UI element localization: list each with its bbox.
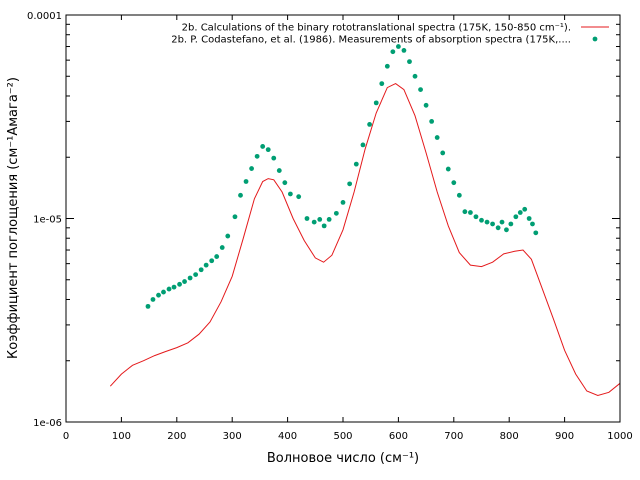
data-point-measured	[203, 262, 209, 268]
data-point-measured	[161, 289, 166, 295]
data-point-measured	[249, 166, 254, 171]
y-tick-label: 0.0001	[27, 11, 62, 22]
legend: 2b. Calculations of the binary rototrans…	[171, 23, 609, 46]
data-point-measured	[260, 144, 266, 149]
x-axis-label: Волновое число (см⁻¹)	[267, 451, 419, 466]
data-point-measured	[209, 258, 215, 264]
data-point-measured	[499, 219, 505, 225]
data-point-measured	[311, 219, 317, 225]
data-point-measured	[304, 216, 310, 221]
data-point-measured	[238, 192, 243, 198]
data-point-measured	[473, 214, 479, 220]
data-point-measured	[287, 191, 293, 197]
data-point-measured	[384, 63, 390, 69]
data-point-measured	[412, 73, 418, 79]
data-point-measured	[166, 286, 172, 292]
data-point-measured	[379, 81, 385, 87]
data-point-measured	[156, 292, 161, 298]
data-point-measured	[533, 230, 539, 236]
data-point-measured	[198, 267, 204, 273]
data-point-measured	[495, 225, 501, 231]
data-point-measured	[530, 221, 535, 227]
data-point-measured	[225, 233, 231, 239]
data-point-measured	[276, 168, 282, 173]
data-point-measured	[219, 245, 225, 250]
x-tick-label: 300	[223, 431, 242, 442]
y-tick-label: 1e-06	[33, 418, 62, 429]
x-tick-label: 400	[278, 431, 297, 442]
x-tick-label: 500	[333, 431, 352, 442]
x-tick-label: 0	[63, 431, 69, 442]
data-point-measured	[347, 181, 353, 187]
data-point-measured	[340, 199, 346, 205]
data-point-measured	[193, 272, 199, 278]
y-axis-label: Коэффициент поглощения (см⁻¹Амага⁻²)	[6, 77, 21, 359]
data-point-measured	[451, 180, 457, 186]
data-point-measured	[429, 119, 435, 124]
data-point-measured	[517, 210, 523, 215]
x-tick-label: 800	[500, 431, 519, 442]
data-point-measured	[407, 59, 412, 65]
legend-label: 2b. P. Codastefano, et al. (1986). Measu…	[171, 35, 571, 46]
data-point-measured	[360, 142, 366, 148]
data-point-measured	[171, 284, 177, 290]
y-tick-label: 1e-05	[33, 215, 62, 226]
legend-point-swatch	[592, 36, 598, 42]
data-point-measured	[423, 102, 429, 108]
data-point-measured	[390, 49, 396, 55]
ticks-layer: 0 100 200 300 400 500 600 700 800 900 1000 1e-06 1e-…	[27, 11, 633, 442]
x-tick-label: 700	[444, 431, 463, 442]
data-point-measured	[490, 221, 495, 227]
data-point-measured	[282, 180, 288, 186]
data-point-measured	[353, 161, 359, 167]
data-point-measured	[187, 275, 193, 281]
x-tick-label: 600	[389, 431, 408, 442]
data-point-measured	[434, 135, 440, 140]
data-point-measured	[522, 206, 528, 212]
x-tick-label: 100	[112, 431, 131, 442]
data-point-measured	[484, 219, 490, 225]
data-point-measured	[145, 303, 151, 309]
data-point-measured	[232, 214, 238, 220]
plot-frame	[65, 14, 621, 423]
legend-label: 2b. Calculations of the binary rototrans…	[182, 23, 571, 34]
data-point-measured	[182, 279, 187, 284]
data-point-measured	[254, 153, 260, 159]
series-layer	[109, 44, 621, 397]
data-point-measured	[265, 147, 271, 153]
data-point-measured	[462, 209, 468, 215]
data-point-measured	[333, 210, 339, 216]
data-point-measured	[456, 192, 462, 198]
data-point-measured	[271, 155, 277, 161]
x-tick-label: 200	[167, 431, 186, 442]
data-point-measured	[321, 223, 327, 229]
data-point-measured	[373, 100, 379, 106]
x-tick-label: 1000	[607, 431, 632, 442]
data-point-measured	[326, 216, 332, 222]
data-point-measured	[504, 227, 509, 233]
data-point-measured	[243, 179, 249, 184]
data-point-measured	[401, 47, 407, 53]
data-point-measured	[513, 214, 519, 220]
data-point-measured	[418, 87, 423, 92]
data-point-measured	[479, 217, 484, 223]
data-point-measured	[150, 297, 156, 302]
data-point-measured	[317, 216, 323, 222]
data-point-measured	[177, 281, 182, 287]
data-point-measured	[508, 221, 514, 227]
data-point-measured	[214, 254, 220, 259]
data-point-measured	[296, 194, 302, 200]
data-point-measured	[445, 166, 451, 172]
data-point-measured	[440, 150, 446, 156]
data-point-measured	[367, 122, 372, 127]
x-tick-label: 900	[555, 431, 574, 442]
data-point-measured	[468, 210, 473, 215]
data-point-measured	[396, 44, 401, 49]
series-line-calculated	[109, 83, 621, 397]
data-point-measured	[526, 216, 532, 221]
